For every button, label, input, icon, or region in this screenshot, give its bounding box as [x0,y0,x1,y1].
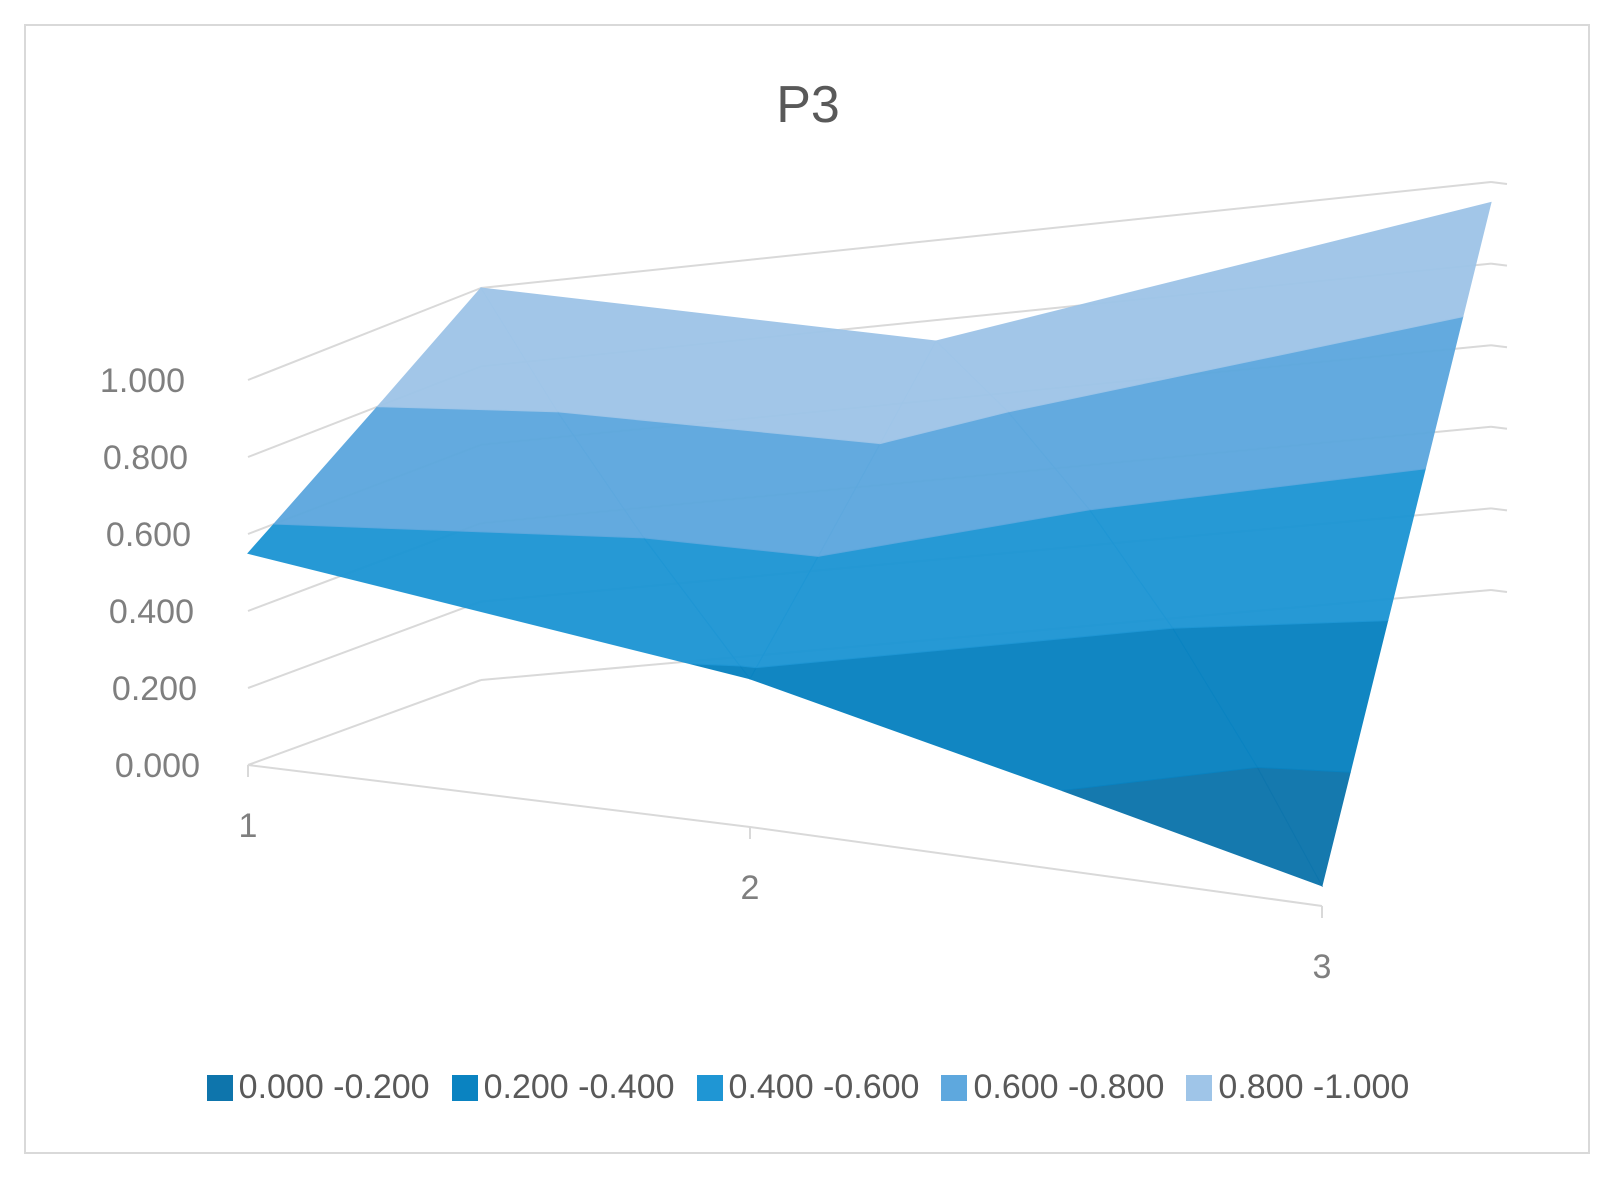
x-tick-label: 2 [741,869,760,907]
legend-swatch [696,1074,723,1101]
legend-swatch [451,1074,478,1101]
z-tick-label: 1.000 [100,362,185,400]
legend-item: 0.800 -1.000 [1186,1068,1409,1107]
surface-band-5 [879,340,1010,445]
back-wall-gridline [480,181,1492,289]
legend-label: 0.400 -0.600 [728,1068,920,1106]
legend-item: 0.200 -0.400 [451,1068,675,1107]
legend-label: 0.000 -0.200 [238,1068,430,1106]
x-tick-label: 3 [1313,948,1332,986]
side-wall-gridline [247,600,482,689]
x-tick-label: 1 [239,807,258,845]
depth-tick [1490,507,1508,512]
legend-swatch [1186,1074,1213,1101]
depth-tick [1490,589,1508,593]
legend-swatch [206,1074,233,1101]
depth-tick [1490,262,1508,267]
z-tick-label: 0.800 [103,439,188,477]
legend-swatch [941,1074,968,1101]
legend-label: 0.200 -0.400 [483,1068,675,1106]
legend-label: 0.600 -0.800 [973,1068,1165,1106]
side-wall-gridline [247,679,482,766]
chart-title: P3 [776,76,840,134]
depth-tick [1490,344,1508,349]
legend-item: 0.000 -0.200 [206,1068,430,1107]
z-tick-label: 0.600 [106,516,191,554]
legend-label: 0.800 -1.000 [1218,1068,1410,1106]
z-tick-label: 0.200 [112,670,197,708]
side-wall-gridline [247,287,482,381]
z-tick-label: 0.000 [115,747,200,785]
legend: 0.000 -0.200 0.200 -0.400 0.400 -0.600 0.60… [0,1068,1616,1107]
depth-tick [1490,181,1508,185]
z-tick-label: 0.400 [109,593,194,631]
depth-tick [1490,425,1508,430]
legend-item: 0.600 -0.800 [941,1068,1164,1107]
legend-item: 0.400 -0.600 [696,1068,920,1107]
surface-band-5 [376,287,559,413]
